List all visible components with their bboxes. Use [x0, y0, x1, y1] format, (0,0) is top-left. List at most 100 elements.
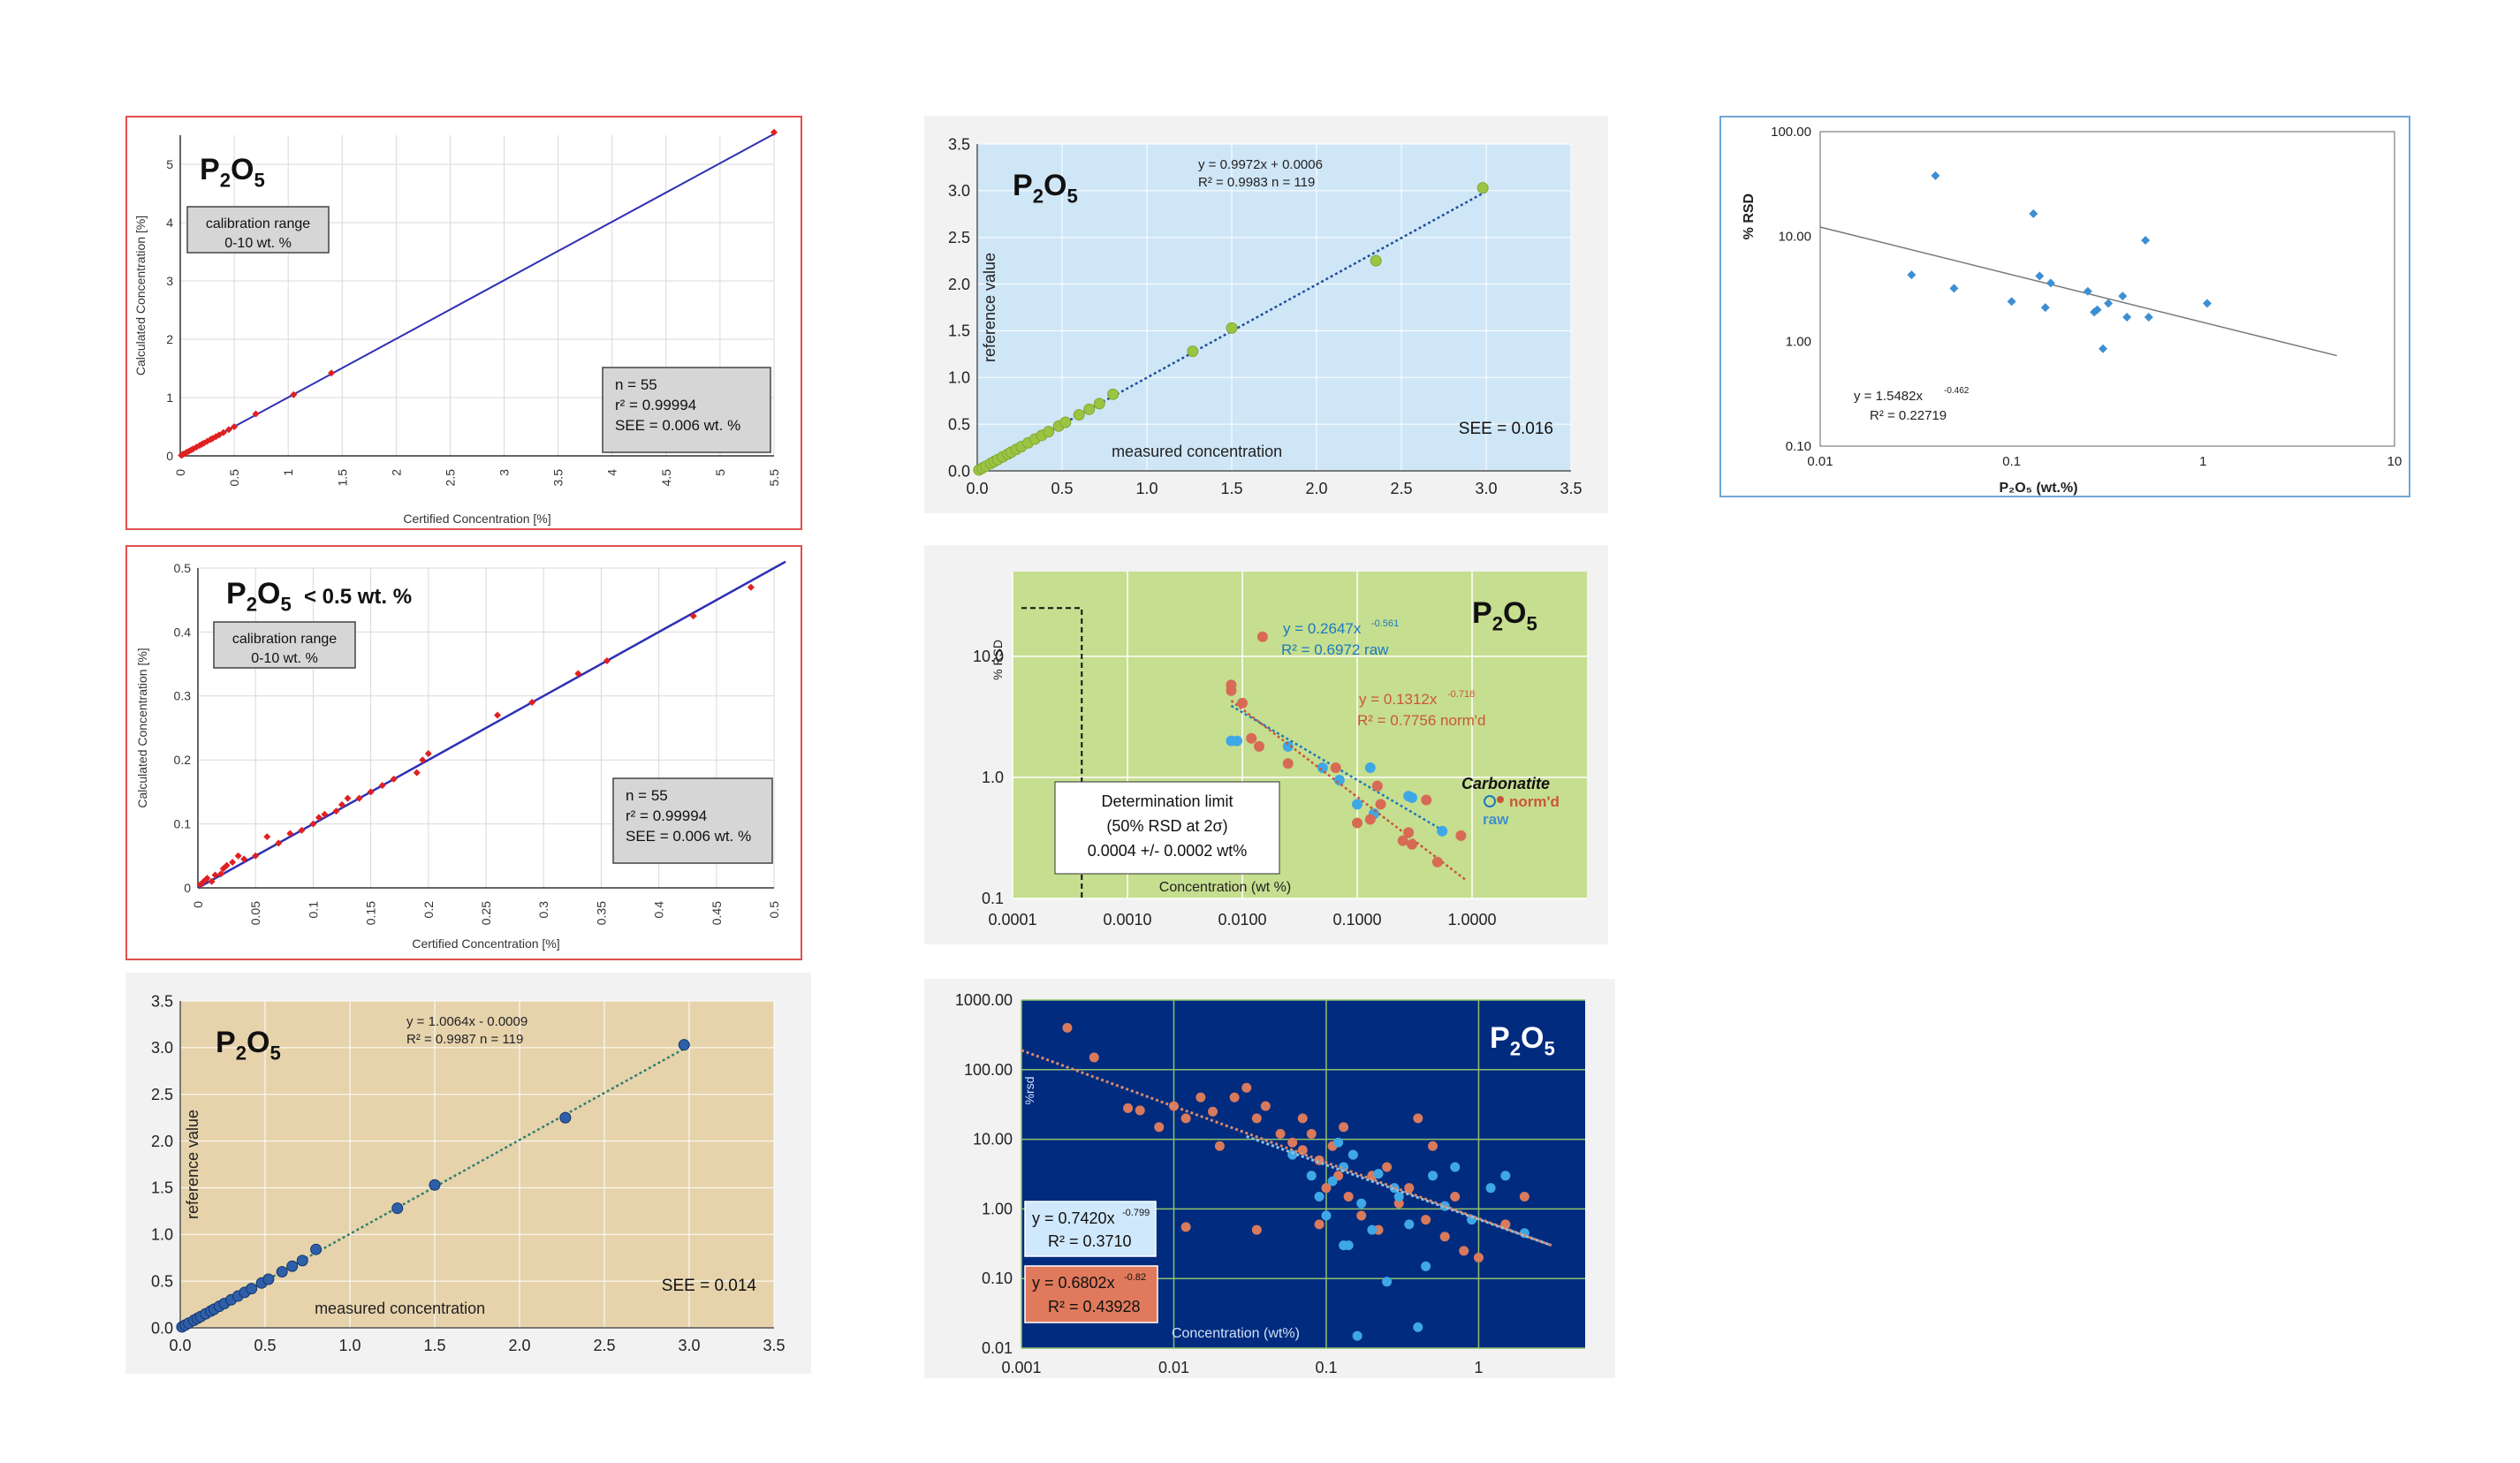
data-point-raw [1232, 735, 1243, 747]
x-tick-label: 3 [497, 469, 512, 476]
data-point [413, 769, 421, 777]
data-point [286, 830, 294, 838]
regression-line [1819, 226, 2337, 357]
data-point-red [1123, 1103, 1134, 1113]
regression-line-norm'd [1230, 700, 1468, 882]
y-tick-label: 4 [166, 216, 173, 230]
x-tick-label: 1.5 [423, 1337, 445, 1354]
data-point-red [1297, 1145, 1308, 1156]
regression-line-blue [1246, 1134, 1552, 1247]
data-point [309, 820, 317, 828]
x-tick-label: 1 [1474, 1359, 1483, 1376]
x-tick-label: 3.5 [1560, 480, 1582, 497]
y-tick-label: 2.5 [151, 1086, 173, 1103]
data-point [1187, 345, 1199, 358]
x-tick-label: 0.05 [248, 901, 262, 925]
data-point [747, 583, 755, 591]
data-point-red [1241, 1082, 1252, 1093]
data-point-red [1382, 1162, 1393, 1172]
data-point-norm'd [1246, 732, 1257, 744]
rsd-navy-chart: 0.001 0.01 0.1 1 0.01 0.10 1.00 10.00 100.00 1000… [924, 979, 1615, 1378]
normd-r2: R² = 0.7756 norm'd [1357, 712, 1485, 729]
x-tick-label: 1.5 [335, 469, 349, 487]
data-point [332, 807, 340, 815]
blue-r2: R² = 0.3710 [1048, 1232, 1132, 1250]
rsd-log-chart: 0.01 0.1 1 10 0.10 1.00 10.00 100.00 y = 1.5482x… [1719, 116, 2410, 497]
y-tick-label: 0.1 [174, 817, 192, 831]
x-tick-label: 1.0 [1135, 480, 1158, 497]
data-point [2035, 271, 2045, 281]
data-point [390, 775, 398, 783]
x-tick-label: 0.01 [1807, 454, 1833, 469]
fit-r2: R² = 0.22719 [1870, 408, 1947, 423]
x-tick-label: 3.0 [1475, 480, 1497, 497]
data-point-red [1089, 1052, 1099, 1063]
x-axis-title: measured concentration [315, 1300, 485, 1317]
fit-equation: y = 0.9972x + 0.0006 [1198, 157, 1323, 172]
x-tick-label: 0.4 [652, 901, 666, 919]
data-point [338, 800, 345, 808]
y-tick-label: 0.0 [151, 1319, 173, 1337]
data-point [494, 711, 502, 719]
data-point-norm'd [1397, 835, 1408, 846]
red-equation: y = 0.6802x [1032, 1274, 1115, 1292]
data-point-red [1404, 1183, 1415, 1194]
y-tick-label: 100.00 [964, 1061, 1013, 1079]
x-tick-label: 3.0 [678, 1337, 700, 1354]
data-point [2092, 305, 2102, 315]
plot-area-frame [1819, 131, 2395, 447]
stats-line: SEE = 0.006 wt. % [626, 828, 751, 845]
y-tick-label: 2 [166, 332, 173, 346]
data-point-blue [1450, 1162, 1461, 1172]
data-point-red [1208, 1106, 1218, 1117]
data-point-raw [1282, 740, 1294, 752]
y-tick-label: 1.00 [982, 1200, 1013, 1217]
data-point-blue [1413, 1322, 1423, 1332]
data-point-blue [1421, 1261, 1431, 1271]
x-axis-title: Concentration (wt %) [1159, 880, 1291, 895]
data-point [2122, 312, 2132, 322]
data-point [203, 875, 211, 883]
normd-exponent: -0.718 [1447, 689, 1475, 700]
x-tick-label: 0.5 [767, 901, 781, 919]
x-tick-label: 0.01 [1158, 1359, 1189, 1376]
fit-exponent: -0.462 [1944, 386, 1970, 396]
data-point-blue [1382, 1277, 1393, 1287]
x-tick-label: 0.5 [227, 469, 241, 487]
data-point-norm'd [1403, 827, 1415, 838]
data-point-blue [1356, 1198, 1367, 1209]
data-point-blue [1347, 1149, 1358, 1160]
data-point [263, 833, 271, 841]
data-point-red [1214, 1141, 1225, 1151]
calibration-range-line: 0-10 wt. % [224, 236, 292, 251]
y-tick-label: 3.5 [151, 992, 173, 1010]
data-point-red [1275, 1128, 1286, 1139]
data-point-norm'd [1364, 814, 1376, 825]
data-point [1059, 416, 1072, 428]
chart-title-suffix: < 0.5 wt. % [304, 585, 412, 609]
data-point [419, 756, 427, 764]
data-point [212, 433, 220, 441]
red-fit-box [1024, 1265, 1158, 1323]
fit-r2: R² = 0.9987 n = 119 [406, 1032, 523, 1047]
y-tick-label: 3.5 [948, 135, 970, 153]
data-point-raw [1437, 825, 1448, 837]
chart-title: P2O5 [200, 153, 265, 192]
x-tick-label: 0.0 [169, 1337, 191, 1354]
data-point-norm'd [1226, 685, 1237, 696]
y-tick-label: 2.0 [948, 276, 970, 293]
data-point-raw [1317, 762, 1328, 774]
calibration-range-box [213, 621, 356, 669]
x-tick-label: 1 [281, 469, 295, 476]
data-point-red [1195, 1092, 1206, 1103]
x-tick-label: 2.5 [1390, 480, 1412, 497]
data-point [1931, 171, 1940, 180]
determination-limit-text: Determination limit [1101, 792, 1233, 810]
red-exponent: -0.82 [1124, 1272, 1146, 1283]
see-label: SEE = 0.014 [662, 1277, 757, 1295]
y-tick-label: 1.0 [151, 1226, 173, 1244]
x-tick-label: 3.5 [763, 1337, 785, 1354]
data-point [1073, 409, 1085, 421]
y-tick-label: 0.0 [948, 462, 970, 480]
data-point-blue [1306, 1171, 1317, 1181]
